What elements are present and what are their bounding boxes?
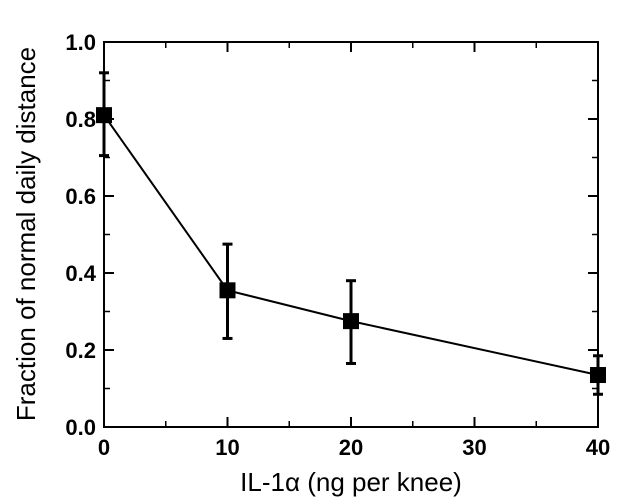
x-axis-label: IL-1α (ng per knee)	[240, 467, 462, 497]
data-point	[343, 313, 359, 329]
y-tick-label: 0.6	[65, 184, 96, 209]
x-tick-label: 0	[98, 435, 110, 460]
x-tick-label: 20	[339, 435, 363, 460]
x-tick-label: 40	[586, 435, 610, 460]
data-point	[220, 282, 236, 298]
axis-ticks	[104, 42, 598, 427]
plot-frame	[104, 42, 598, 427]
x-tick-label: 30	[462, 435, 486, 460]
y-axis-label: Fraction of normal daily distance	[11, 47, 41, 421]
y-tick-label: 0.4	[65, 261, 96, 286]
y-tick-label: 0.8	[65, 107, 96, 132]
y-tick-label: 0.0	[65, 415, 96, 440]
x-tick-label: 10	[215, 435, 239, 460]
tick-labels: 0 10 20 30 40 0.0 0.2 0.4 0.6 0.8 1.0	[65, 30, 610, 460]
y-tick-label: 0.2	[65, 338, 96, 363]
y-tick-label: 1.0	[65, 30, 96, 55]
data-point	[590, 367, 606, 383]
data-point	[96, 107, 112, 123]
error-bars	[99, 73, 603, 394]
